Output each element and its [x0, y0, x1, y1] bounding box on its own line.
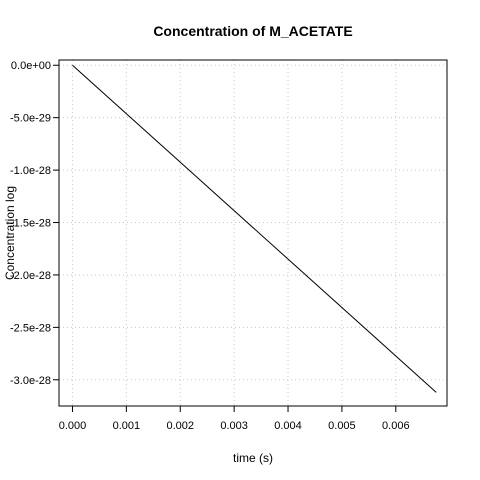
y-tick-label: -1.5e-28 — [10, 218, 51, 230]
x-tick-label: 0.005 — [328, 420, 356, 432]
x-axis-label: time (s) — [233, 451, 273, 465]
x-tick-label: 0.004 — [274, 420, 302, 432]
series-layer — [72, 64, 437, 393]
x-axis: 0.000 0.001 0.002 0.003 0.004 0.005 0.006 — [59, 406, 410, 432]
y-tick-label: -3.0e-28 — [10, 375, 51, 387]
plot-frame — [58, 59, 448, 407]
x-tick-label: 0.001 — [113, 420, 141, 432]
grid-lines — [59, 60, 447, 406]
y-tick-label: -1.0e-28 — [10, 165, 51, 177]
y-tick-label: -2.0e-28 — [10, 270, 51, 282]
x-tick-label: 0.003 — [220, 420, 248, 432]
y-tick-label: -2.5e-28 — [10, 322, 51, 334]
x-tick-label: 0.000 — [59, 420, 87, 432]
x-tick-label: 0.002 — [166, 420, 194, 432]
series-line — [72, 64, 437, 393]
chart-title: Concentration of M_ACETATE — [153, 23, 352, 39]
y-tick-label: -5.0e-29 — [10, 113, 51, 125]
y-tick-label: 0.0e+00 — [11, 60, 51, 72]
x-tick-label: 0.006 — [382, 420, 410, 432]
y-axis: 0.0e+00 -5.0e-29 -1.0e-28 -1.5e-28 -2.0e-28 -… — [10, 60, 59, 387]
y-axis-label: Concentration log — [3, 186, 17, 280]
